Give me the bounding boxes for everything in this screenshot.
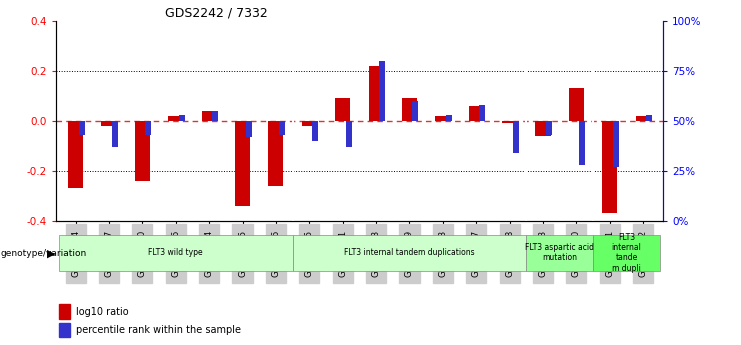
Bar bbox=[102, 121, 116, 126]
Bar bbox=[526, 235, 593, 270]
Bar bbox=[112, 121, 118, 147]
Bar bbox=[502, 121, 517, 123]
Bar bbox=[469, 106, 484, 121]
Bar bbox=[479, 105, 485, 121]
Bar bbox=[593, 235, 659, 270]
Bar bbox=[636, 116, 651, 121]
Bar bbox=[212, 111, 218, 121]
Bar bbox=[536, 121, 551, 136]
Bar bbox=[379, 61, 385, 121]
Text: percentile rank within the sample: percentile rank within the sample bbox=[76, 325, 241, 335]
Bar bbox=[579, 121, 585, 165]
Bar bbox=[435, 116, 451, 121]
Bar bbox=[546, 121, 552, 135]
Bar bbox=[59, 323, 70, 337]
Text: ▶: ▶ bbox=[47, 249, 55, 258]
Bar bbox=[569, 88, 584, 121]
Bar bbox=[602, 121, 617, 213]
Bar bbox=[268, 121, 283, 186]
Bar bbox=[293, 235, 526, 270]
Bar bbox=[446, 115, 452, 121]
Bar bbox=[613, 121, 619, 167]
Bar bbox=[279, 121, 285, 135]
Text: FLT3 aspartic acid
mutation: FLT3 aspartic acid mutation bbox=[525, 243, 594, 263]
Bar bbox=[145, 121, 151, 135]
Bar bbox=[302, 121, 317, 126]
Bar bbox=[168, 116, 183, 121]
Text: FLT3 wild type: FLT3 wild type bbox=[148, 248, 203, 257]
Bar bbox=[513, 121, 519, 153]
Bar bbox=[368, 66, 384, 121]
Text: FLT3
internal
tande
m dupli: FLT3 internal tande m dupli bbox=[611, 233, 642, 273]
Bar bbox=[135, 121, 150, 181]
Bar bbox=[179, 115, 185, 121]
Bar bbox=[245, 121, 251, 137]
Bar bbox=[413, 101, 419, 121]
Bar bbox=[312, 121, 319, 141]
Bar bbox=[59, 304, 70, 319]
Text: GDS2242 / 7332: GDS2242 / 7332 bbox=[165, 7, 268, 20]
Bar bbox=[68, 121, 83, 188]
Text: log10 ratio: log10 ratio bbox=[76, 307, 128, 317]
Bar bbox=[402, 98, 417, 121]
Bar bbox=[235, 121, 250, 206]
Bar bbox=[346, 121, 352, 147]
Bar bbox=[335, 98, 350, 121]
Text: genotype/variation: genotype/variation bbox=[1, 249, 87, 258]
Bar bbox=[646, 115, 652, 121]
Text: FLT3 internal tandem duplications: FLT3 internal tandem duplications bbox=[344, 248, 475, 257]
Bar bbox=[202, 111, 216, 121]
Bar bbox=[79, 121, 84, 135]
Bar bbox=[59, 235, 293, 270]
